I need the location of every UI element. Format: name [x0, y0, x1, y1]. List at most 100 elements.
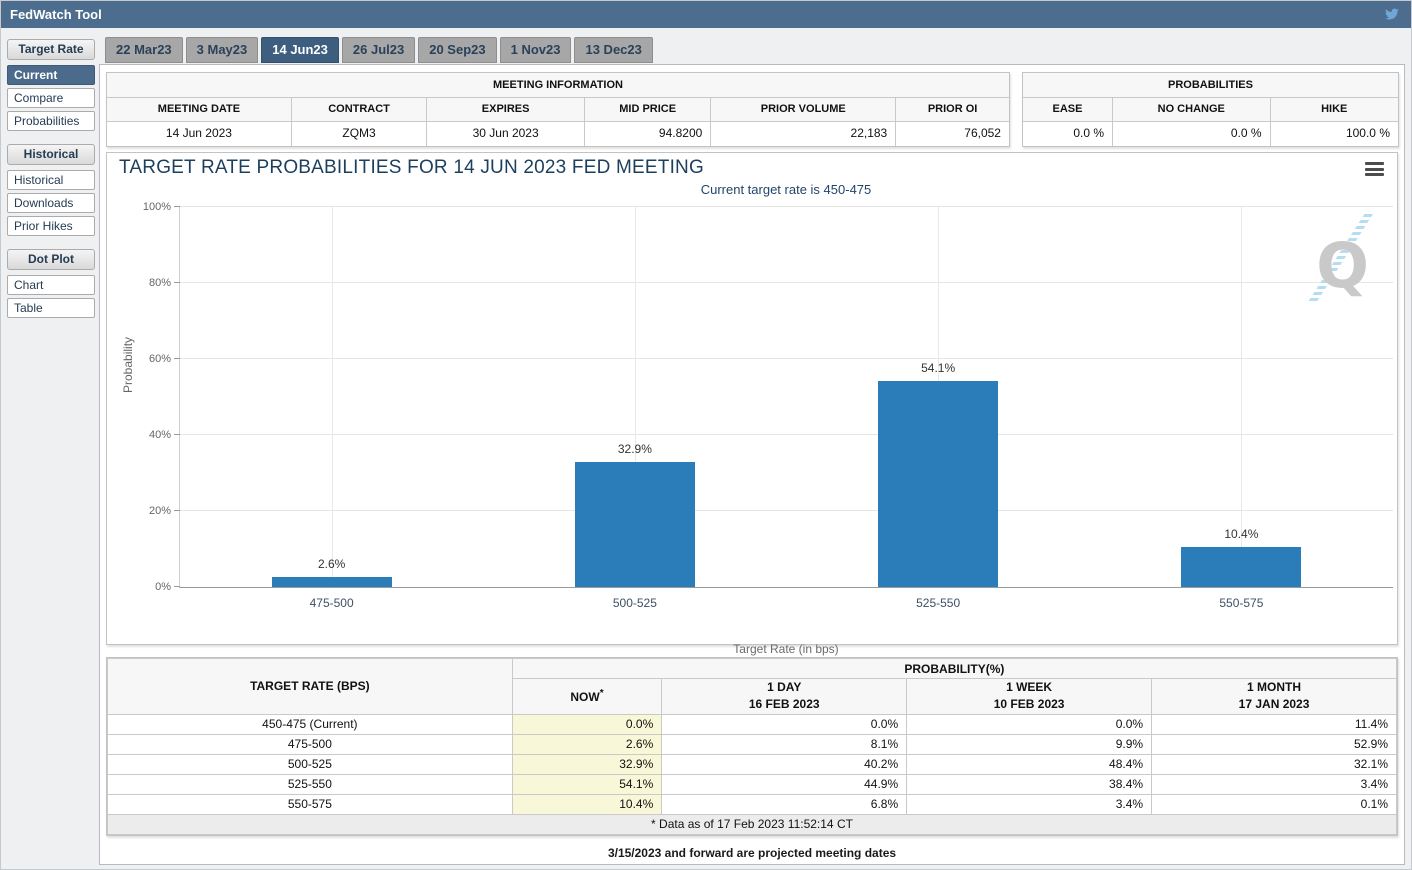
sidebar-item-prior-hikes[interactable]: Prior Hikes [7, 216, 95, 236]
cell-now: 10.4% [512, 794, 662, 814]
col-prior-oi: PRIOR OI [896, 98, 1009, 122]
col-target-rate-bps: TARGET RATE (BPS) [108, 659, 513, 715]
sidebar-item-downloads[interactable]: Downloads [7, 193, 95, 213]
col-no-change: NO CHANGE [1113, 98, 1271, 122]
bar-550-575[interactable] [1181, 547, 1301, 587]
tab-20sep23[interactable]: 20 Sep23 [418, 37, 496, 63]
col-hike: HIKE [1271, 98, 1399, 122]
cell-1month: 3.4% [1152, 774, 1397, 794]
bar-525-550[interactable] [878, 381, 998, 587]
cell-1month: 32.1% [1152, 754, 1397, 774]
value-prior-oi: 76,052 [896, 122, 1009, 146]
table-group-header-row: TARGET RATE (BPS) PROBABILITY(%) [108, 659, 1397, 679]
cell-rate: 475-500 [108, 734, 513, 754]
meeting-information-panel: MEETING INFORMATION MEETING DATE CONTRAC… [106, 72, 1010, 147]
probability-table-panel: TARGET RATE (BPS) PROBABILITY(%) NOW* 1 … [106, 657, 1398, 836]
sidebar-item-probabilities[interactable]: Probabilities [7, 111, 95, 131]
value-meeting-date: 14 Jun 2023 [107, 122, 292, 146]
sidebar-item-current[interactable]: Current [7, 65, 95, 85]
bar-500-525[interactable] [575, 462, 695, 587]
cell-1day: 6.8% [662, 794, 907, 814]
category-column: 2.6% 475-500 [180, 207, 483, 587]
y-tick-40: 40% [149, 429, 171, 441]
quikstrike-watermark: Q [1303, 211, 1375, 303]
probabilities-title: PROBABILITIES [1023, 73, 1398, 98]
probabilities-value-row: 0.0 % 0.0 % 100.0 % [1023, 122, 1398, 146]
sidebar: Target Rate Current Compare Probabilitie… [7, 39, 95, 321]
y-tick-80: 80% [149, 277, 171, 289]
projected-dates-note: 3/15/2023 and forward are projected meet… [106, 846, 1398, 860]
table-row: 475-500 2.6% 8.1% 9.9% 52.9% [108, 734, 1397, 754]
probabilities-header-row: EASE NO CHANGE HIKE [1023, 98, 1398, 122]
sidebar-item-chart[interactable]: Chart [7, 275, 95, 295]
cell-1week: 0.0% [907, 714, 1152, 734]
table-row: 500-525 32.9% 40.2% 48.4% 32.1% [108, 754, 1397, 774]
col-1-month: 1 MONTH17 JAN 2023 [1152, 679, 1397, 715]
y-tick-60: 60% [149, 353, 171, 365]
chart-subtitle: Current target rate is 450-475 [179, 182, 1393, 197]
tab-1nov23[interactable]: 1 Nov23 [500, 37, 572, 63]
bar-475-500[interactable] [272, 577, 392, 587]
value-ease: 0.0 % [1023, 122, 1113, 146]
table-row: 550-575 10.4% 6.8% 3.4% 0.1% [108, 794, 1397, 814]
tab-22mar23[interactable]: 22 Mar23 [105, 37, 183, 63]
value-contract: ZQM3 [292, 122, 427, 146]
app-title: FedWatch Tool [10, 7, 102, 22]
value-hike: 100.0 % [1271, 122, 1399, 146]
sidebar-item-compare[interactable]: Compare [7, 88, 95, 108]
cell-1week: 9.9% [907, 734, 1152, 754]
sidebar-header-dot-plot: Dot Plot [7, 249, 95, 270]
meeting-date-tabs: 22 Mar23 3 May23 14 Jun23 26 Jul23 20 Se… [105, 37, 653, 63]
cell-1week: 48.4% [907, 754, 1152, 774]
sidebar-header-historical: Historical [7, 144, 95, 165]
fedwatch-page: FedWatch Tool Target Rate Current Compar… [0, 0, 1412, 870]
cell-1month: 11.4% [1152, 714, 1397, 734]
col-group-probability: PROBABILITY(%) [512, 659, 1396, 679]
x-tick-525-550: 525-550 [916, 596, 960, 610]
x-tick-550-575: 550-575 [1219, 596, 1263, 610]
col-contract: CONTRACT [292, 98, 427, 122]
chart-panel: TARGET RATE PROBABILITIES FOR 14 JUN 202… [106, 152, 1398, 645]
table-row: 450-475 (Current) 0.0% 0.0% 0.0% 11.4% [108, 714, 1397, 734]
col-expires: EXPIRES [427, 98, 585, 122]
probability-table: TARGET RATE (BPS) PROBABILITY(%) NOW* 1 … [107, 658, 1397, 835]
cell-1day: 40.2% [662, 754, 907, 774]
cell-rate: 450-475 (Current) [108, 714, 513, 734]
cell-1week: 38.4% [907, 774, 1152, 794]
col-1-week: 1 WEEK10 FEB 2023 [907, 679, 1152, 715]
col-1-day: 1 DAY16 FEB 2023 [662, 679, 907, 715]
category-column: 54.1% 525-550 [787, 207, 1090, 587]
cell-1month: 0.1% [1152, 794, 1397, 814]
tab-3may23[interactable]: 3 May23 [186, 37, 259, 63]
tab-14jun23[interactable]: 14 Jun23 [261, 37, 339, 63]
twitter-icon[interactable] [1383, 7, 1401, 22]
sidebar-header-target-rate: Target Rate [7, 39, 95, 60]
cell-1day: 44.9% [662, 774, 907, 794]
chart-title: TARGET RATE PROBABILITIES FOR 14 JUN 202… [119, 157, 704, 179]
cell-now: 32.9% [512, 754, 662, 774]
meeting-information-value-row: 14 Jun 2023 ZQM3 30 Jun 2023 94.8200 22,… [107, 122, 1009, 146]
cell-1month: 52.9% [1152, 734, 1397, 754]
bar-value-label: 54.1% [921, 361, 955, 375]
tab-13dec23[interactable]: 13 Dec23 [574, 37, 652, 63]
probabilities-panel: PROBABILITIES EASE NO CHANGE HIKE 0.0 % … [1022, 72, 1399, 147]
y-tick-20: 20% [149, 505, 171, 517]
top-bar: FedWatch Tool [1, 1, 1411, 28]
sidebar-item-historical[interactable]: Historical [7, 170, 95, 190]
chart-plot-area: 0% 20% 40% 60% 80% 100% 2.6% 475-500 32. [179, 207, 1393, 588]
value-mid-price: 94.8200 [585, 122, 711, 146]
chart-menu-icon[interactable] [1365, 162, 1384, 176]
cell-now: 54.1% [512, 774, 662, 794]
meeting-information-header-row: MEETING DATE CONTRACT EXPIRES MID PRICE … [107, 98, 1009, 122]
col-ease: EASE [1023, 98, 1113, 122]
y-tick-0: 0% [155, 581, 171, 593]
data-as-of-note: * Data as of 17 Feb 2023 11:52:14 CT [108, 814, 1397, 834]
cell-now: 2.6% [512, 734, 662, 754]
col-mid-price: MID PRICE [585, 98, 711, 122]
sidebar-item-table[interactable]: Table [7, 298, 95, 318]
tab-26jul23[interactable]: 26 Jul23 [342, 37, 415, 63]
x-axis-title: Target Rate (in bps) [179, 642, 1393, 656]
value-prior-volume: 22,183 [711, 122, 896, 146]
cell-1day: 8.1% [662, 734, 907, 754]
meeting-information-title: MEETING INFORMATION [107, 73, 1009, 98]
